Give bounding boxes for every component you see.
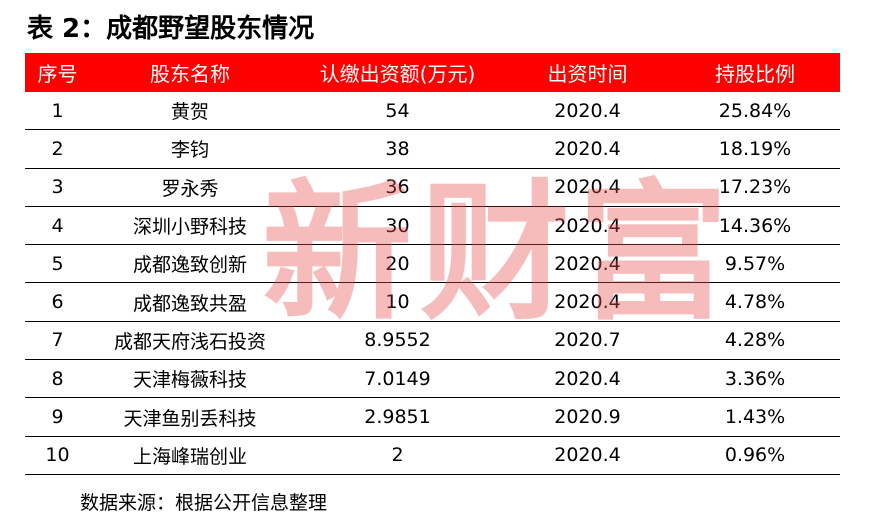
cell-index: 1: [51, 99, 64, 122]
cell-subscribed-capital: 10: [385, 291, 410, 314]
table-row: 7 成都天府浅石投资 8.9552 2020.7 4.28%: [25, 322, 840, 361]
cell-shareholder-name: 天津梅薇科技: [132, 369, 247, 392]
cell-contribution-date: 2020.4: [554, 367, 621, 390]
cell-contribution-date: 2020.4: [554, 291, 621, 314]
cell-shareholder-name: 黄贺: [170, 101, 209, 124]
cell-shareholding-ratio: 14.36%: [718, 214, 792, 237]
cell-shareholder-name: 成都天府浅石投资: [113, 330, 266, 353]
cell-contribution-date: 2020.4: [554, 444, 621, 467]
header-shareholder-name: 股东名称: [150, 62, 230, 86]
cell-contribution-date: 2020.4: [554, 137, 621, 160]
cell-shareholder-name: 天津鱼别丢科技: [123, 407, 257, 430]
cell-index: 2: [51, 137, 64, 160]
source-note: 数据来源：根据公开信息整理: [80, 492, 328, 514]
cell-shareholder-name: 成都逸致共盈: [132, 292, 247, 315]
table-row: 5 成都逸致创新 20 2020.4 9.57%: [25, 245, 840, 284]
table-row: 3 罗永秀 36 2020.4 17.23%: [25, 169, 840, 207]
cell-contribution-date: 2020.4: [554, 214, 621, 237]
table-row: 8 天津梅薇科技 7.0149 2020.4 3.36%: [25, 360, 840, 399]
cell-index: 5: [51, 252, 64, 275]
cell-shareholding-ratio: 17.23%: [718, 176, 792, 199]
cell-shareholding-ratio: 1.43%: [724, 406, 786, 429]
cell-shareholding-ratio: 3.36%: [724, 367, 786, 390]
table-row: 10 上海峰瑞创业 2 2020.4 0.96%: [25, 437, 840, 475]
table-row: 6 成都逸致共盈 10 2020.4 4.78%: [25, 283, 840, 322]
table-header-row: 序号 股东名称 认缴出资额(万元) 出资时间 持股比例: [25, 53, 840, 92]
cell-index: 3: [51, 176, 64, 199]
cell-contribution-date: 2020.4: [554, 176, 621, 199]
cell-subscribed-capital: 20: [385, 252, 410, 275]
cell-shareholding-ratio: 18.19%: [718, 137, 792, 160]
cell-shareholder-name: 上海峰瑞创业: [132, 445, 247, 468]
cell-contribution-date: 2020.4: [554, 99, 621, 122]
cell-index: 6: [51, 291, 64, 314]
cell-index: 7: [51, 329, 64, 352]
cell-shareholding-ratio: 0.96%: [724, 444, 786, 467]
cell-subscribed-capital: 7.0149: [364, 367, 431, 390]
cell-index: 10: [45, 444, 70, 467]
cell-subscribed-capital: 38: [385, 137, 410, 160]
table-row: 2 李钧 38 2020.4 18.19%: [25, 130, 840, 169]
cell-contribution-date: 2020.9: [554, 406, 621, 429]
cell-shareholder-name: 深圳小野科技: [132, 216, 247, 239]
header-shareholding-ratio: 持股比例: [715, 62, 795, 86]
cell-subscribed-capital: 30: [385, 214, 410, 237]
cell-subscribed-capital: 36: [385, 176, 410, 199]
cell-index: 8: [51, 367, 64, 390]
header-contribution-date: 出资时间: [547, 62, 628, 86]
cell-shareholding-ratio: 4.28%: [724, 329, 786, 352]
cell-subscribed-capital: 54: [385, 99, 410, 122]
cell-contribution-date: 2020.7: [554, 329, 621, 352]
cell-subscribed-capital: 2: [391, 444, 404, 467]
cell-contribution-date: 2020.4: [554, 252, 621, 275]
cell-subscribed-capital: 8.9552: [364, 329, 431, 352]
header-index: 序号: [37, 62, 78, 86]
cell-subscribed-capital: 2.9851: [364, 406, 431, 429]
cell-shareholding-ratio: 25.84%: [718, 99, 792, 122]
table-row: 1 黄贺 54 2020.4 25.84%: [25, 92, 840, 131]
cell-shareholding-ratio: 9.57%: [724, 252, 786, 275]
cell-shareholding-ratio: 4.78%: [724, 291, 786, 314]
cell-shareholder-name: 成都逸致创新: [132, 254, 247, 277]
cell-index: 9: [51, 406, 64, 429]
cell-shareholder-name: 罗永秀: [161, 177, 219, 200]
cell-shareholder-name: 李钧: [170, 139, 209, 162]
header-subscribed-capital: 认缴出资额(万元): [319, 62, 476, 86]
shareholder-table: 序号 股东名称 认缴出资额(万元) 出资时间 持股比例 1 黄贺 54 2020…: [25, 53, 840, 475]
table-row: 9 天津鱼别丢科技 2.9851 2020.9 1.43%: [25, 398, 840, 437]
document-title: 表 2：成都野望股东情况: [27, 14, 315, 44]
cell-index: 4: [51, 214, 64, 237]
table-row: 4 深圳小野科技 30 2020.4 14.36%: [25, 207, 840, 246]
